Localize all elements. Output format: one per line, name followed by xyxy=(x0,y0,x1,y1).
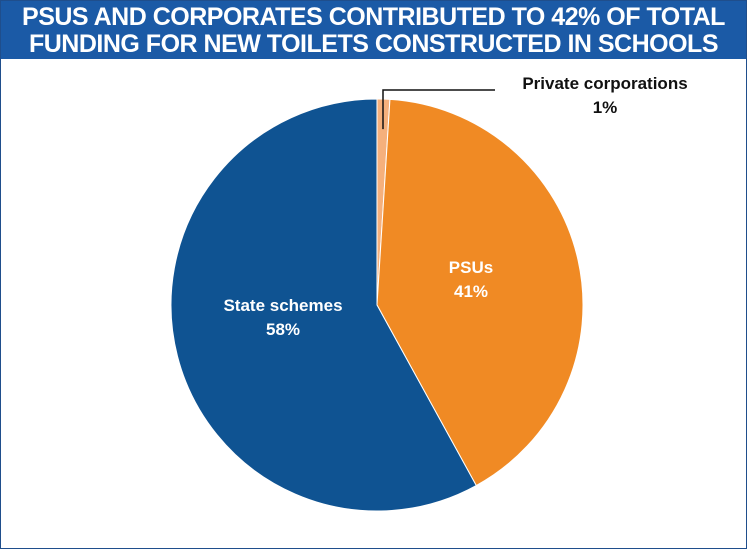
pie-slice-state-schemes xyxy=(170,98,477,512)
pie-slice-psus xyxy=(376,98,584,487)
chart-title-line-1: PSUS AND CORPORATES CONTRIBUTED TO 42% O… xyxy=(22,3,725,31)
slice-label-psus: PSUs xyxy=(449,258,493,277)
chart-title: PSUS AND CORPORATES CONTRIBUTED TO 42% O… xyxy=(1,1,746,59)
slice-label-state-schemes: State schemes xyxy=(223,296,342,315)
leader-line-private-corporations xyxy=(382,89,495,130)
pie-chart: Private corporations 1% PSUs 41% State schem… xyxy=(170,74,688,512)
slice-value-state-schemes: 58% xyxy=(266,320,300,339)
slice-value-psus: 41% xyxy=(454,282,488,301)
slice-label-private-corporations: Private corporations xyxy=(522,74,687,93)
slice-value-private-corporations: 1% xyxy=(593,98,618,117)
chart-title-line-2: FUNDING FOR NEW TOILETS CONSTRUCTED IN S… xyxy=(28,30,719,58)
